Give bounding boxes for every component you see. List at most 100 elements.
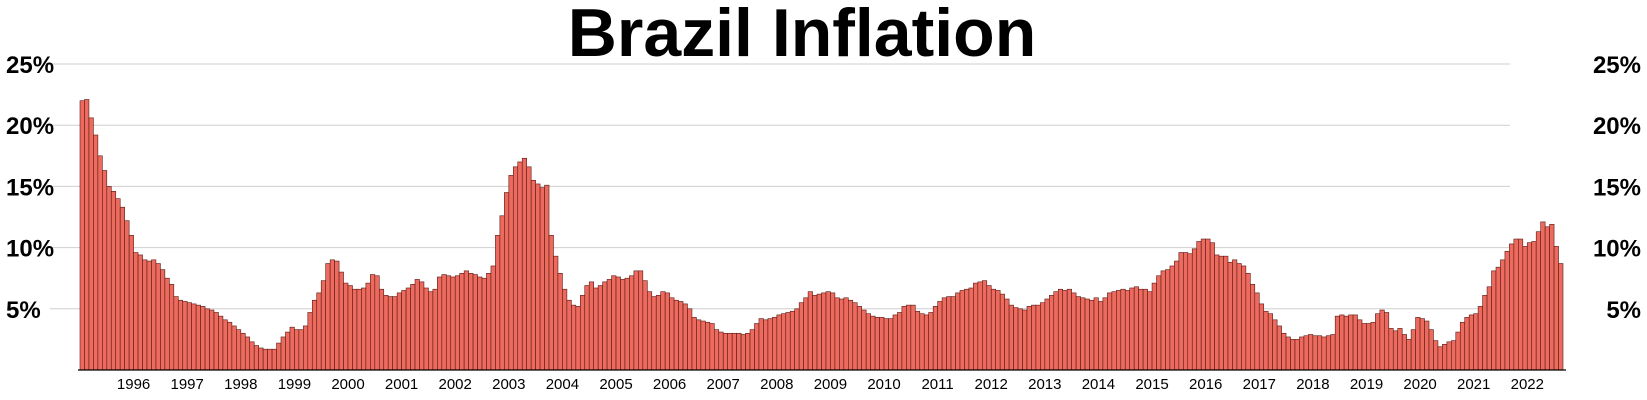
bar <box>1111 291 1117 371</box>
bar <box>271 348 277 371</box>
y-tick-label-right: 15% <box>1593 174 1641 201</box>
bar <box>298 329 304 371</box>
bar <box>1540 221 1546 371</box>
x-tick-label: 2022 <box>1511 376 1544 393</box>
bar <box>736 332 742 371</box>
bar <box>343 282 349 371</box>
bar <box>361 287 367 371</box>
bar <box>374 275 380 371</box>
bar <box>990 288 997 371</box>
bar <box>1410 329 1416 371</box>
bar <box>517 161 523 371</box>
bar <box>499 215 505 371</box>
bar <box>1013 307 1019 371</box>
bar <box>1464 317 1470 371</box>
bar <box>1160 270 1166 371</box>
bar <box>195 304 201 371</box>
bar <box>897 312 903 371</box>
bar <box>1174 260 1180 371</box>
bar <box>1285 336 1291 371</box>
x-tick-label: 2003 <box>492 376 525 393</box>
bar <box>378 288 385 371</box>
bar <box>1339 314 1345 371</box>
x-tick-label: 2007 <box>707 376 740 393</box>
bar <box>1183 252 1189 371</box>
bar <box>982 280 988 371</box>
x-tick-label: 2016 <box>1189 376 1222 393</box>
bar <box>1334 315 1340 371</box>
bar <box>1147 291 1153 371</box>
bar <box>1397 328 1403 371</box>
bar <box>629 275 635 371</box>
bar <box>1236 263 1242 371</box>
bar <box>285 331 291 371</box>
bar <box>906 304 912 371</box>
x-tick-label: 2005 <box>599 376 632 393</box>
bar <box>937 301 943 371</box>
bar <box>164 277 170 371</box>
bar <box>749 329 755 371</box>
bar <box>1227 261 1233 371</box>
bar <box>1294 339 1300 371</box>
bar <box>571 304 577 371</box>
bar <box>825 291 831 371</box>
bar <box>1191 248 1198 371</box>
bar <box>575 306 581 371</box>
bar <box>347 285 353 371</box>
bar <box>173 296 179 371</box>
bar <box>1116 290 1122 371</box>
bar <box>959 290 965 371</box>
bar <box>1129 287 1135 371</box>
bar <box>1200 238 1206 371</box>
bar <box>705 321 711 371</box>
bar <box>387 296 393 371</box>
bar <box>401 290 407 371</box>
bar <box>1281 332 1287 371</box>
bar <box>780 313 787 371</box>
bar <box>1513 238 1519 371</box>
x-tick-label: 2014 <box>1082 376 1115 393</box>
bar <box>1330 334 1336 371</box>
bar <box>441 274 447 371</box>
bar <box>584 285 590 371</box>
y-tick-label-left: 5% <box>6 297 41 324</box>
bar <box>673 299 679 371</box>
bar <box>691 317 697 371</box>
bar <box>655 295 661 371</box>
x-tick-label: 2020 <box>1403 376 1436 393</box>
bar <box>1053 291 1059 371</box>
bar <box>1558 263 1564 371</box>
bar <box>964 288 970 371</box>
bar <box>410 284 416 371</box>
bar <box>1267 313 1273 371</box>
bar <box>566 299 572 371</box>
bar <box>754 323 760 371</box>
bar <box>1451 340 1457 371</box>
bar <box>334 260 340 371</box>
bar <box>941 297 947 371</box>
bar <box>1544 226 1550 371</box>
bar <box>1263 310 1269 371</box>
bar <box>1308 334 1314 371</box>
bar <box>772 317 778 371</box>
bar <box>231 325 237 371</box>
bar <box>1357 319 1363 371</box>
bar <box>946 296 952 371</box>
bar <box>615 276 621 371</box>
bar <box>477 276 483 371</box>
bar <box>1535 231 1541 371</box>
bar <box>213 312 219 371</box>
bar <box>227 321 233 371</box>
bar <box>1433 340 1439 371</box>
bar <box>1004 298 1010 371</box>
bar <box>1098 301 1104 371</box>
bar <box>1066 288 1072 371</box>
bar <box>861 309 867 371</box>
bar <box>700 320 706 371</box>
bar <box>588 281 594 371</box>
bar <box>1384 312 1390 371</box>
bar <box>919 313 925 371</box>
bar <box>1392 330 1399 371</box>
bar <box>553 255 559 371</box>
